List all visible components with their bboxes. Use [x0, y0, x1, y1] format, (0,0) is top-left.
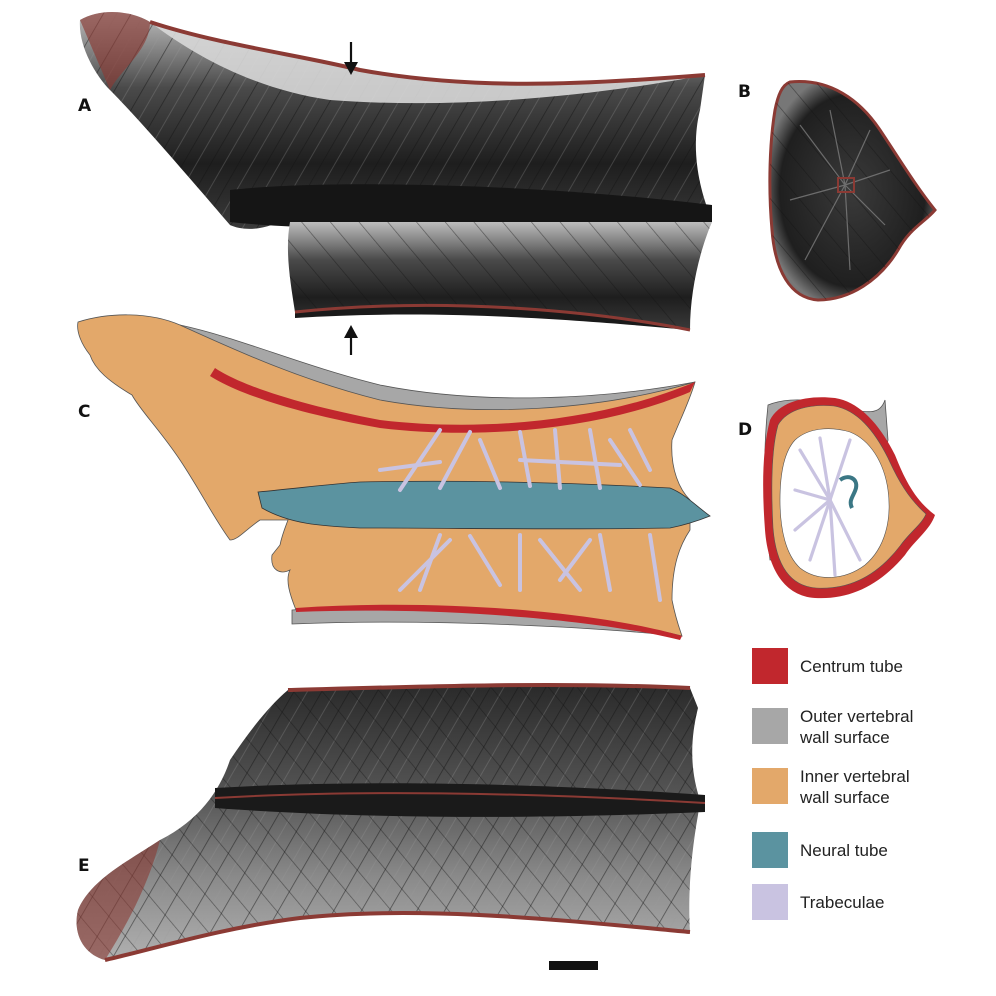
legend-label: Inner vertebral wall surface: [800, 767, 910, 807]
legend-swatch: [752, 884, 788, 920]
panel-b-scan: [768, 80, 937, 302]
panel-label-c: C: [78, 402, 91, 422]
panel-e-scan: [76, 682, 706, 962]
panel-c-schematic: [77, 314, 711, 640]
legend-swatch: [752, 832, 788, 868]
panel-label-e: E: [78, 856, 90, 876]
legend-label: Centrum tube: [800, 657, 903, 676]
panel-d-schematic: [763, 397, 935, 599]
centrum-rim-bottom: [296, 604, 682, 640]
arrow-up-icon: [344, 325, 358, 355]
legend-label: Outer vertebral wall surface: [800, 707, 914, 747]
panel-label-b: B: [738, 82, 751, 102]
neural-tube: [257, 480, 711, 530]
panel-label-a: A: [78, 96, 92, 116]
trabeculae-d: [793, 436, 862, 577]
legend-label: Neural tube: [800, 841, 888, 860]
centrum-rim-top: [210, 368, 695, 433]
arrow-down-icon: [344, 42, 358, 75]
legend-swatch: [752, 648, 788, 684]
scale-bar: [549, 961, 598, 970]
panel-a-scan: [79, 11, 712, 355]
legend-label: Trabeculae: [800, 893, 885, 912]
legend-swatch: [752, 708, 788, 744]
trabeculae-c: [378, 428, 662, 602]
neural-tube-d: [838, 475, 859, 509]
lumen-d: [779, 428, 890, 578]
inner-wall: [77, 314, 696, 637]
legend-swatch: [752, 768, 788, 804]
panel-label-d: D: [738, 420, 753, 440]
